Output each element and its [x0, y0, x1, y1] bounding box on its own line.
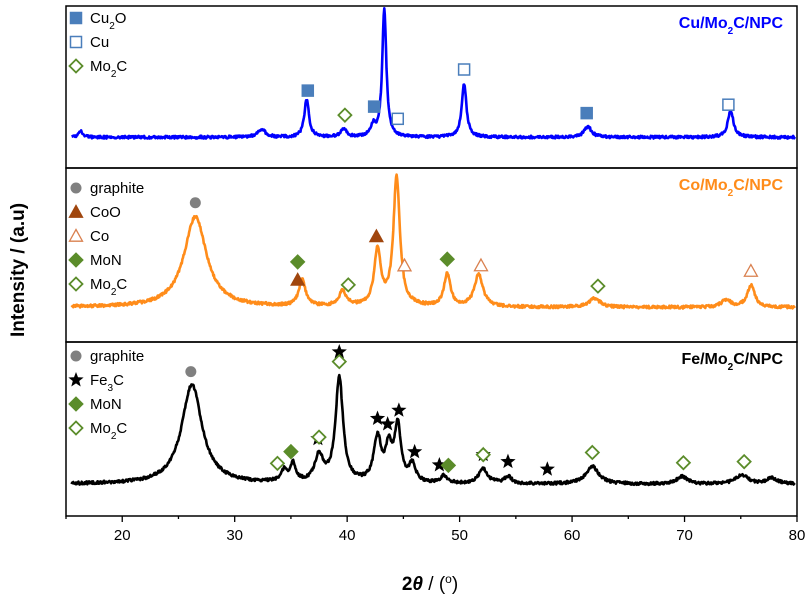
x-tick-label: 80 — [789, 527, 806, 544]
peak-marker — [185, 366, 197, 378]
peak-marker — [289, 254, 306, 270]
legend-marker — [69, 11, 83, 25]
peak-marker — [340, 277, 357, 293]
peak-marker — [391, 112, 405, 126]
peak-marker — [722, 98, 735, 111]
legend-label: MoN — [90, 396, 122, 413]
x-tick-label: 20 — [114, 527, 131, 544]
panel-2: graphite Fe3C MoN Mo2C Fe/Mo2C/NPC — [65, 341, 798, 517]
legend-marker — [68, 204, 84, 218]
legend-label: CoO — [90, 204, 121, 221]
legend-marker — [68, 276, 84, 292]
series-line — [70, 173, 796, 310]
peak-marker — [457, 63, 471, 76]
panel-title: Co/Mo2C/NPC — [679, 177, 784, 199]
x-axis: 20 30 40 50 60 70 80 — [65, 516, 806, 544]
panel-title: Cu/Mo2C/NPC — [679, 15, 784, 37]
peak-marker — [431, 457, 447, 472]
peak-marker — [367, 100, 381, 113]
peak-marker — [675, 454, 692, 471]
peak-marker — [539, 461, 555, 476]
legend-label: Mo2C — [90, 58, 127, 80]
peak-marker — [331, 353, 348, 370]
peak-marker — [743, 263, 759, 277]
legend-label: Cu2O — [90, 10, 126, 32]
series-line — [70, 7, 796, 140]
peak-marker — [440, 457, 457, 474]
peak-marker — [369, 410, 386, 426]
peak-marker — [337, 107, 353, 123]
legend-marker — [68, 228, 84, 242]
legend-label: Fe3C — [90, 372, 124, 394]
peak-marker — [475, 446, 492, 463]
peak-marker — [380, 416, 396, 431]
legend-marker — [70, 182, 82, 194]
x-tick-label: 70 — [676, 527, 693, 544]
panels-layer: Cu2O Cu Mo2C Cu/Mo2C/NPC graphite CoO Co MoN Mo2… — [65, 5, 798, 517]
series-line — [70, 373, 796, 487]
x-tick-label: 40 — [339, 527, 356, 544]
peak-marker — [189, 197, 201, 209]
x-tick-label: 50 — [451, 527, 468, 544]
peak-marker — [473, 257, 489, 272]
x-tick-label: 30 — [226, 527, 243, 544]
legend-label: graphite — [90, 348, 144, 365]
y-axis-title: Intensity / (a.u) — [8, 203, 29, 337]
legend-marker — [68, 58, 84, 74]
peak-marker — [269, 455, 286, 472]
legend-label: graphite — [90, 180, 144, 197]
peak-marker — [283, 443, 299, 460]
peak-marker — [500, 453, 516, 469]
peak-marker — [407, 443, 423, 459]
panel-frame — [65, 167, 798, 343]
legend-marker — [69, 35, 83, 49]
legend-label: Cu — [90, 34, 109, 51]
legend-label: Mo2C — [90, 276, 127, 298]
legend-marker — [68, 420, 84, 436]
peak-marker — [368, 228, 384, 243]
legend-label: Co — [90, 228, 109, 245]
peak-marker — [439, 251, 456, 267]
panel-title: Fe/Mo2C/NPC — [681, 351, 783, 373]
peak-marker — [311, 429, 327, 445]
x-axis-title: 2θ / (o) — [402, 572, 458, 595]
panel-frame — [65, 341, 798, 517]
peak-marker — [584, 444, 601, 461]
panel-0: Cu2O Cu Mo2C Cu/Mo2C/NPC — [65, 5, 798, 169]
legend-marker — [68, 396, 84, 412]
peak-marker — [331, 344, 347, 359]
peak-marker — [391, 402, 407, 417]
legend-marker — [70, 350, 82, 362]
panel-1: graphite CoO Co MoN Mo2C Co/Mo2C/NPC — [65, 167, 798, 343]
legend-marker — [68, 252, 84, 268]
peak-marker — [396, 257, 413, 272]
legend-label: Mo2C — [90, 420, 127, 442]
peak-marker — [301, 84, 315, 97]
peak-marker — [736, 453, 752, 470]
legend-marker — [68, 372, 84, 387]
peak-marker — [290, 272, 306, 286]
legend-label: MoN — [90, 252, 122, 269]
peak-marker — [590, 278, 606, 294]
peak-marker — [580, 106, 593, 120]
x-tick-label: 60 — [564, 527, 581, 544]
